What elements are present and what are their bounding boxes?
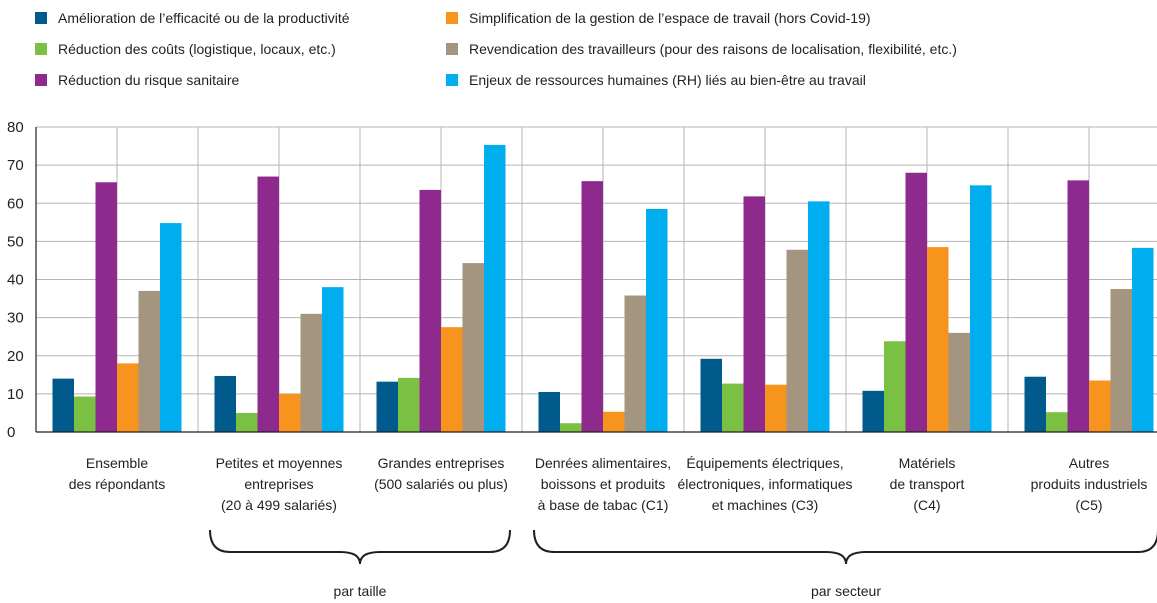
legend-swatch (446, 74, 458, 86)
bar (1089, 380, 1111, 432)
legend-swatch (35, 43, 47, 55)
bar (279, 393, 301, 432)
group-brace (209, 529, 511, 565)
legend-label: Réduction des coûts (logistique, locaux,… (58, 41, 336, 57)
x-category-label: Petites et moyennes entreprises (20 à 499 … (216, 455, 343, 513)
bar (117, 363, 139, 432)
bar (484, 144, 506, 432)
bar (700, 358, 722, 432)
bar (300, 313, 322, 432)
bar (462, 263, 484, 432)
bar (214, 375, 236, 432)
legend-label: Enjeux de ressources humaines (RH) liés … (469, 72, 866, 88)
bar (624, 295, 646, 432)
legend-label: Revendication des travailleurs (pour des… (469, 41, 957, 57)
bar (1024, 376, 1046, 432)
bar (441, 327, 463, 432)
chart-bars (52, 144, 1154, 432)
group-brace (533, 529, 1157, 565)
chart-legend: Amélioration de l’efficacité ou de la pr… (35, 10, 957, 88)
bar (160, 223, 182, 432)
y-tick-label: 70 (7, 157, 24, 174)
bar (398, 377, 420, 432)
bar (862, 390, 884, 432)
legend-swatch (35, 74, 47, 86)
y-tick-label: 50 (7, 233, 24, 250)
legend-label: Réduction du risque sanitaire (58, 72, 240, 88)
bar (419, 189, 441, 432)
y-tick-label: 40 (7, 272, 24, 289)
bar (786, 249, 808, 432)
bar (884, 341, 906, 432)
legend-label: Simplification de la gestion de l’espace… (469, 10, 871, 26)
y-tick-label: 10 (7, 386, 24, 403)
x-axis-labels: Ensemble des répondants Petites et moyenne… (69, 455, 1148, 513)
bar (376, 381, 398, 432)
group-label: par secteur (811, 583, 881, 599)
bar (257, 176, 279, 432)
bar (52, 378, 74, 432)
bar (765, 384, 787, 432)
bar (808, 201, 830, 432)
x-category-label: Grandes entreprises (500 salariés ou plus… (374, 455, 508, 492)
legend-swatch (446, 43, 458, 55)
bar (905, 172, 927, 432)
y-tick-label: 80 (7, 119, 24, 136)
x-category-label: Autres produits industriels (C5) (1031, 455, 1148, 513)
bar (743, 196, 765, 432)
bar (581, 181, 603, 432)
bar (1046, 412, 1068, 432)
bar (927, 247, 949, 432)
legend-label: Amélioration de l’efficacité ou de la pr… (58, 10, 350, 26)
x-category-label: Matériels de transport (C4) (890, 455, 965, 513)
bar (1110, 289, 1132, 432)
bar (1132, 247, 1154, 432)
bar (722, 383, 744, 432)
bar (970, 185, 992, 432)
y-tick-label: 60 (7, 195, 24, 212)
bar (948, 332, 970, 432)
bar (138, 290, 160, 432)
y-axis: 0 10 20 30 40 50 60 70 80 (7, 119, 1157, 441)
x-category-label: Denrées alimentaires, boissons et produit… (535, 455, 671, 513)
y-tick-label: 0 (7, 424, 15, 441)
group-label: par taille (334, 583, 387, 599)
bar (646, 208, 668, 432)
bar (603, 411, 625, 432)
y-tick-label: 30 (7, 310, 24, 327)
bar (74, 396, 96, 432)
bar (538, 391, 560, 432)
x-category-label: Ensemble des répondants (69, 455, 166, 492)
bar (560, 423, 582, 432)
category-groups: par taille par secteur (209, 529, 1157, 599)
bar (95, 182, 117, 432)
y-tick-label: 20 (7, 348, 24, 365)
bar (236, 412, 258, 432)
legend-swatch (35, 12, 47, 24)
bar (322, 287, 344, 432)
legend-swatch (446, 12, 458, 24)
bar (1067, 180, 1089, 432)
x-category-label: Équipements électriques, électroniques, i… (677, 455, 852, 513)
